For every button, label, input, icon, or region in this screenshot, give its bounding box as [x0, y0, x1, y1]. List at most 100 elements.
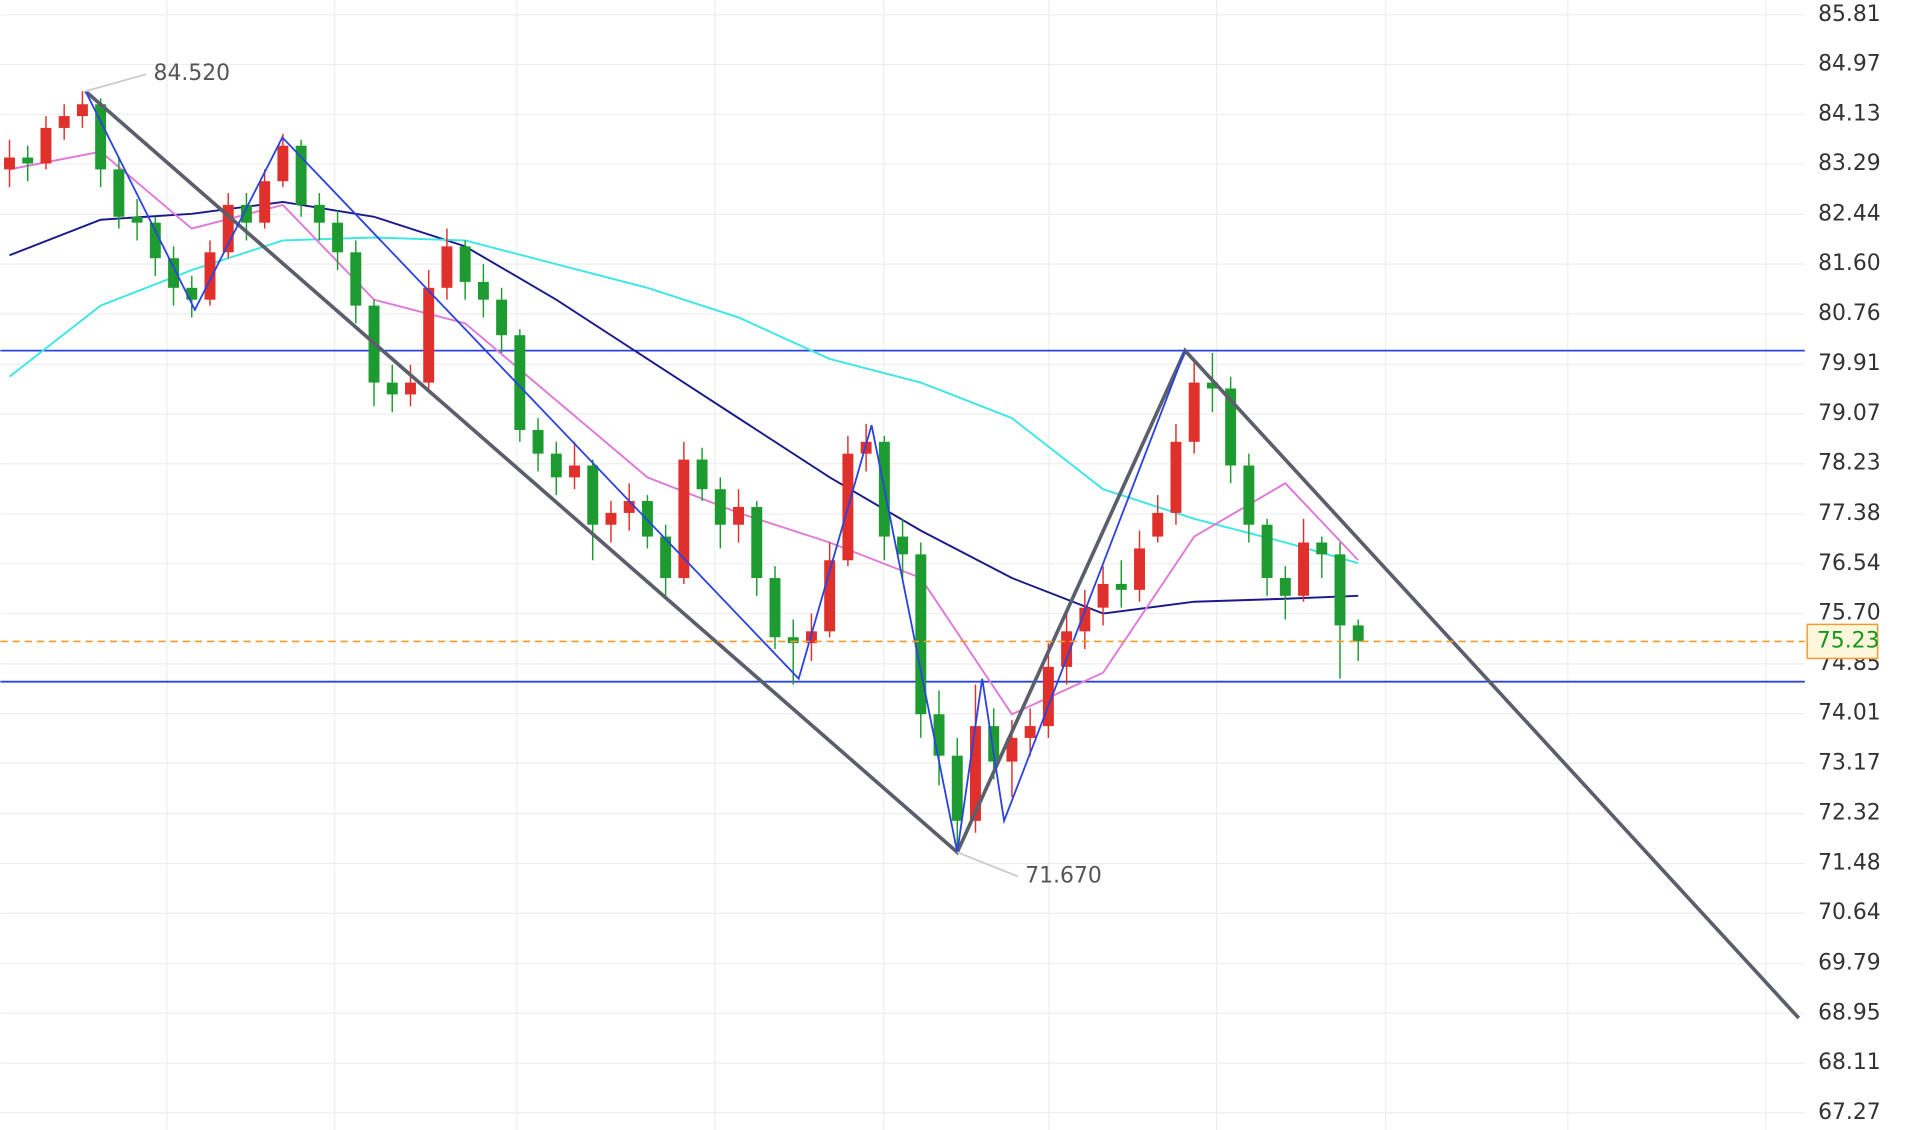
candle-body — [587, 465, 599, 525]
candle-body — [1261, 524, 1273, 579]
candle-body — [733, 506, 745, 525]
trend-line — [84, 89, 1801, 1020]
candle-body — [660, 536, 672, 579]
trend-line — [84, 90, 1186, 853]
y-tick-label: 72.32 — [1818, 801, 1881, 826]
y-tick-label: 71.48 — [1818, 850, 1881, 875]
candle-body — [277, 145, 289, 182]
candle-body — [1352, 625, 1364, 642]
candle-body — [1243, 465, 1255, 525]
candle-body — [951, 755, 963, 821]
candle-body — [550, 453, 562, 478]
candle-body — [1334, 554, 1346, 626]
y-tick-label: 84.97 — [1818, 52, 1881, 77]
candle-body — [623, 501, 635, 513]
y-tick-label: 68.95 — [1818, 1000, 1881, 1025]
candle-body — [149, 222, 161, 259]
candle-body — [678, 459, 690, 579]
candle-body — [4, 157, 15, 170]
current-price-box — [1806, 623, 1879, 660]
candle-body — [1079, 607, 1091, 632]
candle-body — [113, 169, 125, 217]
y-tick-label: 79.07 — [1818, 401, 1881, 426]
y-tick-label: 77.38 — [1818, 501, 1881, 526]
candle-body — [496, 299, 508, 336]
candle-body — [76, 104, 88, 117]
candle-body — [1061, 631, 1073, 667]
candle-body — [787, 637, 799, 644]
candle-body — [569, 465, 580, 478]
candle-body — [1152, 512, 1164, 537]
candle-body — [259, 181, 271, 223]
y-tick-label: 70.64 — [1818, 900, 1881, 925]
candle-body — [405, 382, 416, 395]
candle-body — [970, 726, 981, 821]
candle-body — [423, 287, 435, 383]
candle-body — [386, 382, 398, 395]
annotation-label: 71.670 — [1025, 864, 1101, 889]
annotation-leader — [956, 851, 1019, 878]
candle-body — [769, 578, 781, 638]
candle-body — [696, 459, 708, 490]
candle-body — [1115, 583, 1127, 590]
candle-body — [605, 512, 617, 525]
y-tick-label: 83.29 — [1818, 151, 1881, 176]
candle-body — [1225, 388, 1237, 466]
candle-body — [1298, 542, 1310, 596]
candle-body — [1188, 382, 1200, 442]
candle-body — [1006, 737, 1018, 762]
candle-body — [1024, 726, 1036, 738]
candle-body — [1134, 548, 1145, 590]
candle-body — [1170, 441, 1182, 513]
candle-body — [824, 560, 836, 632]
y-tick-label: 79.91 — [1818, 351, 1881, 376]
candle-body — [988, 726, 1000, 762]
y-tick-label: 75.70 — [1818, 601, 1881, 626]
candle-body — [240, 204, 252, 223]
candle-body — [751, 506, 763, 579]
candle-body — [1279, 578, 1291, 596]
candle-body — [95, 104, 107, 170]
candle-body — [1097, 583, 1109, 608]
candle-body — [222, 204, 234, 253]
y-tick-label: 80.76 — [1818, 301, 1881, 326]
y-tick-label: 82.44 — [1818, 201, 1881, 226]
candle-body — [860, 441, 872, 454]
ma-line — [9, 200, 1359, 615]
candle-body — [1042, 666, 1054, 727]
candle-body — [477, 281, 489, 300]
candle-body — [1206, 382, 1218, 389]
y-tick-label: 85.81 — [1818, 2, 1881, 27]
candle-body — [131, 216, 143, 223]
candle-body — [168, 258, 180, 288]
y-tick-label: 67.27 — [1818, 1100, 1881, 1125]
y-tick-label: 81.60 — [1818, 251, 1881, 276]
y-tick-label: 69.79 — [1818, 951, 1881, 976]
ma-line — [9, 150, 1359, 716]
candle-body — [459, 246, 471, 282]
annotation-leader — [85, 73, 147, 93]
ma-line — [8, 236, 1359, 565]
y-tick-label: 68.11 — [1818, 1050, 1881, 1075]
candle-body — [714, 489, 726, 525]
candle-body — [295, 145, 307, 205]
candle-body — [40, 127, 52, 164]
candle-body — [915, 554, 927, 715]
candle-body — [441, 246, 453, 288]
candle-body — [58, 116, 70, 128]
candle-body — [532, 429, 544, 454]
y-tick-label: 76.54 — [1818, 551, 1881, 576]
candle-body — [332, 222, 344, 253]
candle-body — [186, 287, 198, 300]
y-tick-label: 78.23 — [1818, 451, 1881, 476]
candle-body — [933, 714, 945, 756]
candle-body — [897, 536, 909, 555]
y-tick-label: 84.13 — [1818, 101, 1881, 126]
candle-body — [313, 204, 325, 223]
annotation-label: 84.520 — [154, 61, 231, 86]
candle-body — [1316, 542, 1328, 555]
y-tick-label: 73.17 — [1818, 750, 1881, 775]
y-tick-label: 74.01 — [1818, 701, 1881, 726]
candle-body — [22, 157, 34, 164]
